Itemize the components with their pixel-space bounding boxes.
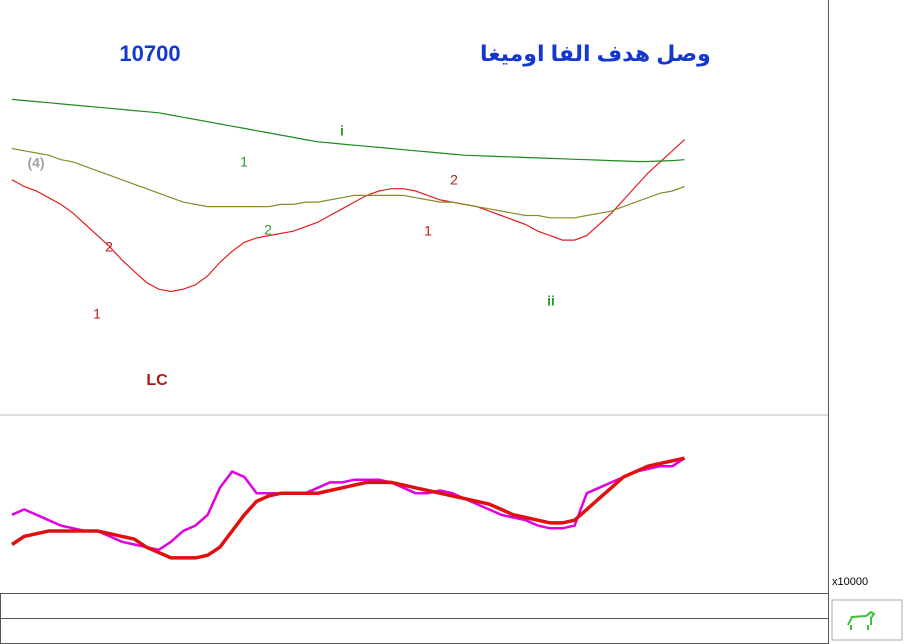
indicator-line — [11, 147, 685, 219]
wave-label: (4) — [27, 155, 44, 171]
title: 10700 وصل هدف الفا اوميغا — [119, 41, 710, 67]
wave-label: 2 — [105, 239, 113, 255]
axis-background — [828, 0, 907, 644]
title-target: 10700 — [119, 41, 180, 66]
title-text: وصل هدف الفا اوميغا — [480, 41, 711, 67]
wave-label: 1 — [424, 223, 432, 239]
wave-label: LC — [146, 372, 168, 389]
wave-label: 2 — [450, 172, 458, 188]
wave-label: ii — [547, 293, 555, 309]
wave-label: i — [340, 123, 344, 139]
line-layer — [11, 98, 686, 560]
indicator-line — [11, 456, 685, 560]
volume-unit: x10000 — [832, 576, 868, 588]
indicator-line — [11, 139, 686, 293]
wave-label: 1 — [240, 154, 248, 170]
wave-label: 2 — [264, 222, 272, 238]
logo-icon — [831, 599, 903, 641]
indicator-line — [11, 98, 685, 163]
wave-label: 1 — [93, 306, 101, 322]
indicator-line — [11, 457, 686, 552]
